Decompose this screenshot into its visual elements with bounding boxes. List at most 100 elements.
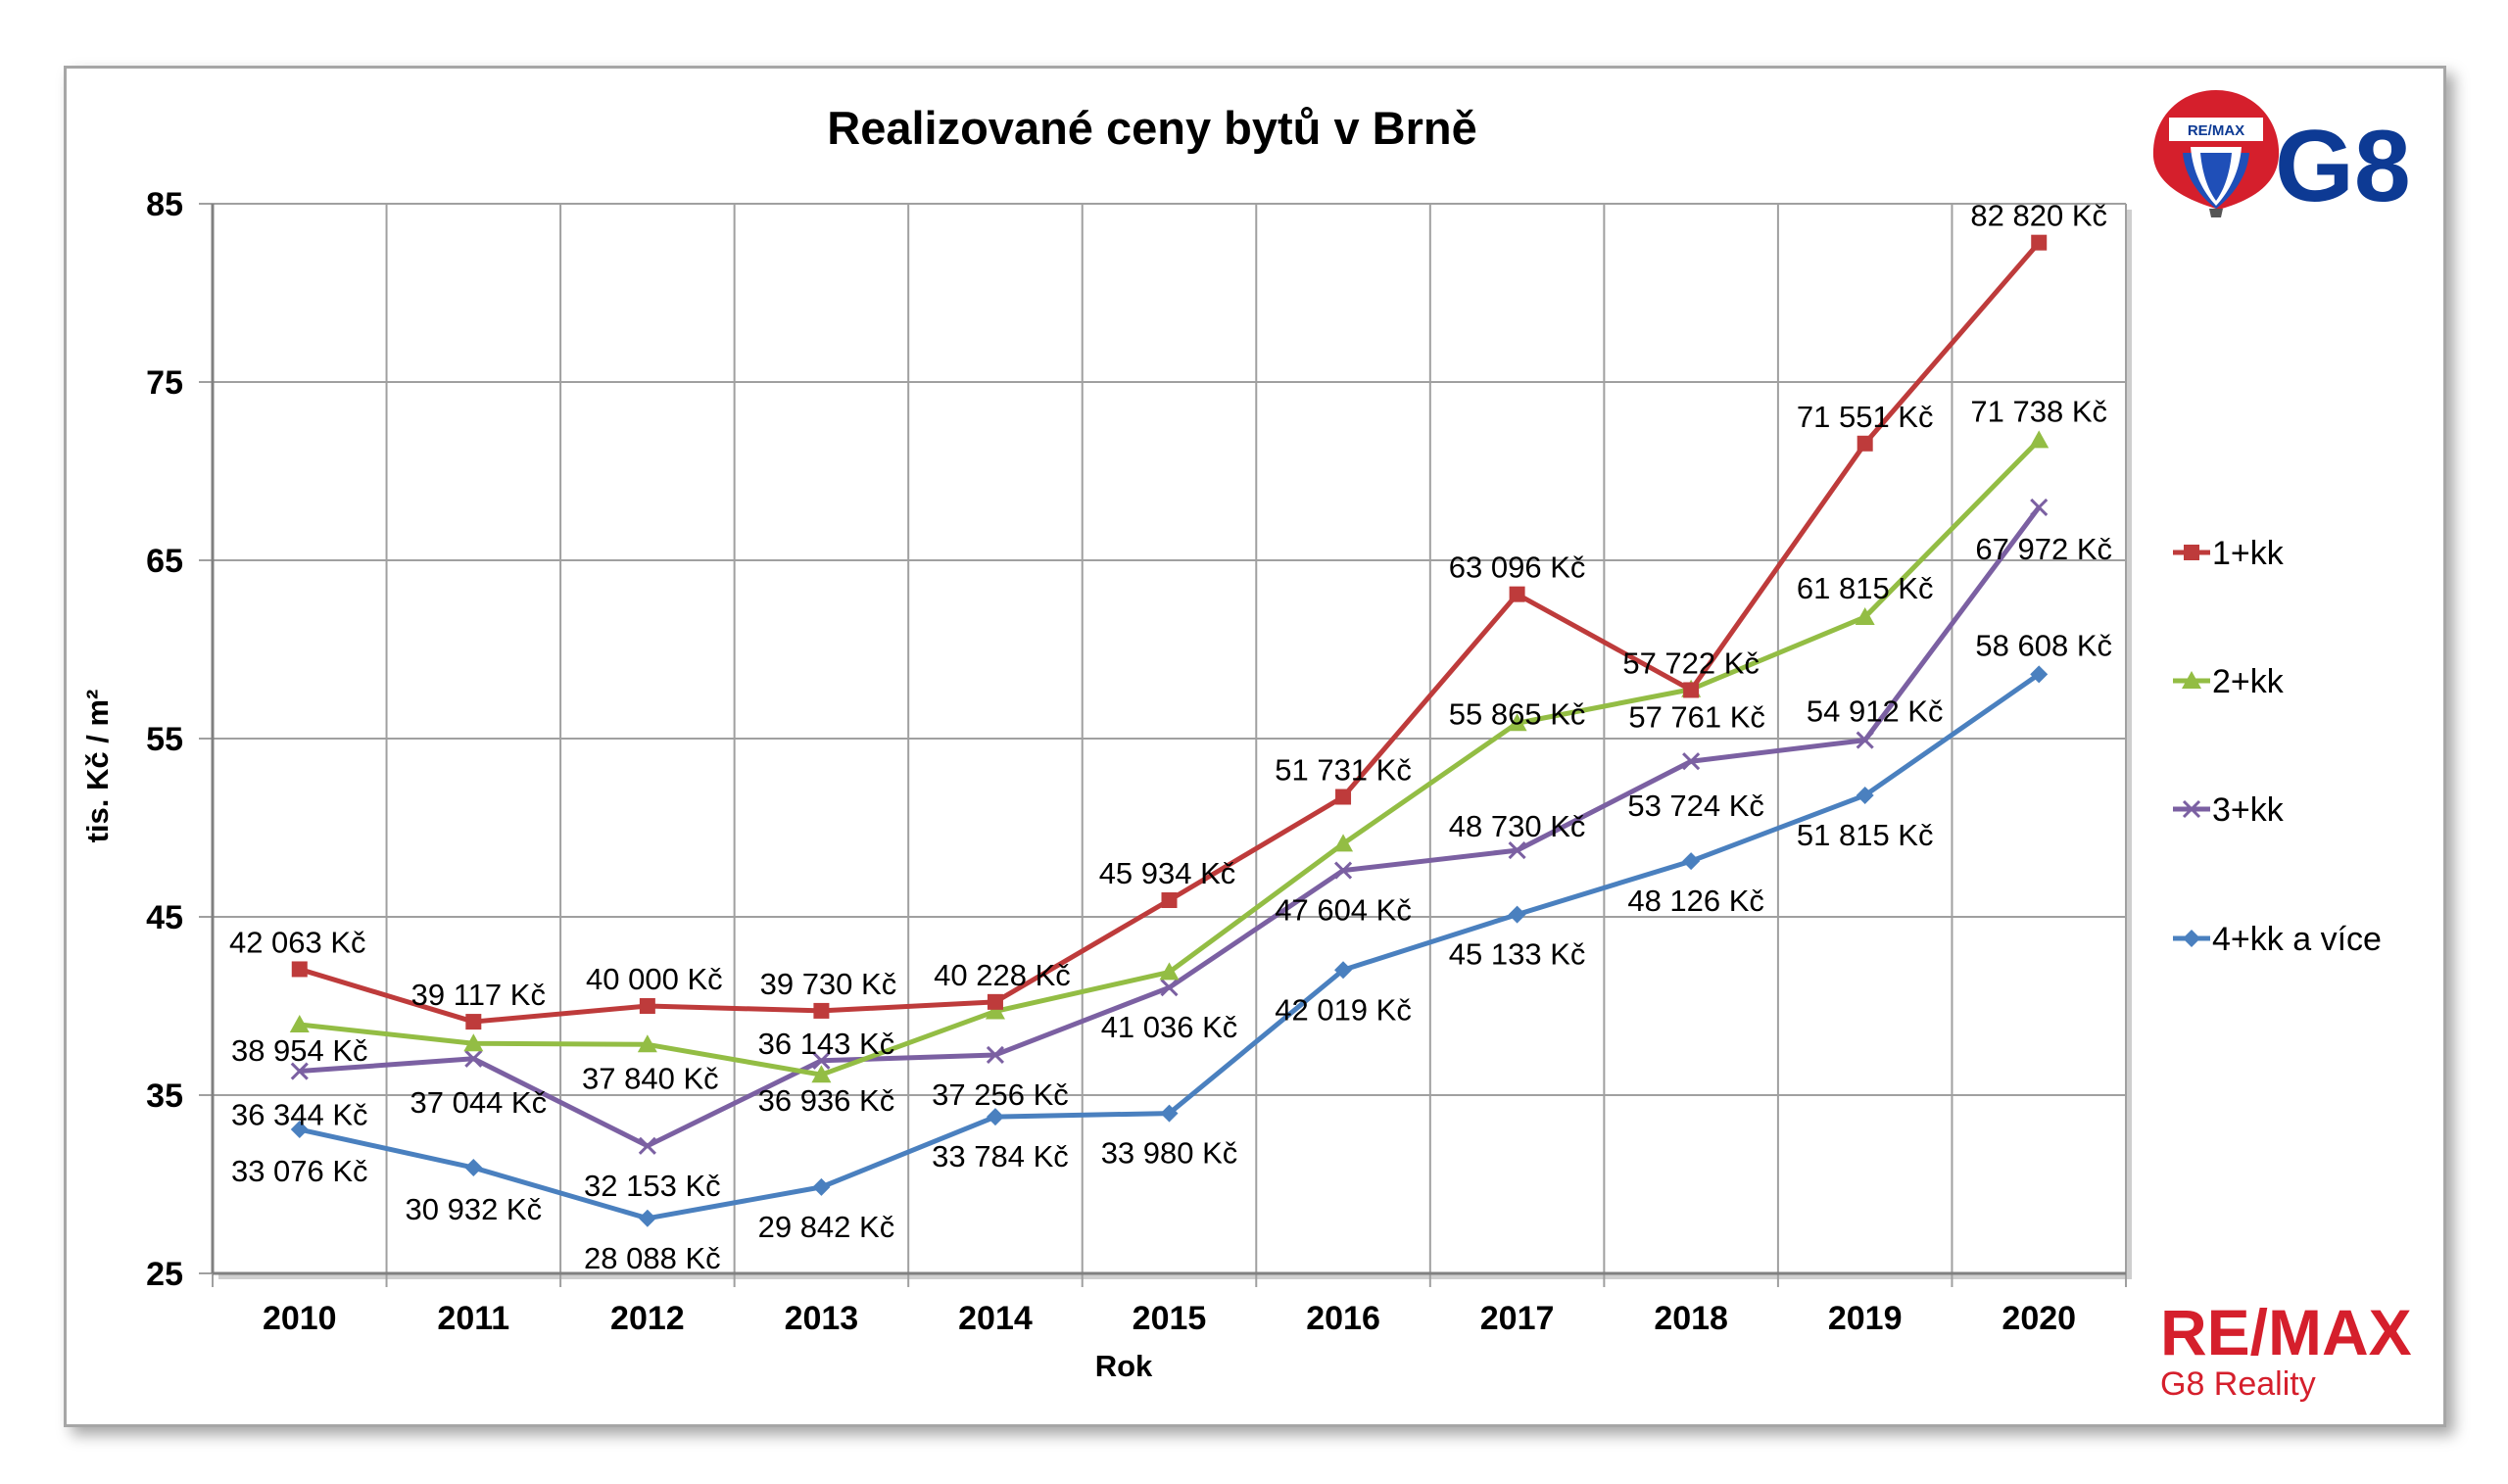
marker-x — [290, 1062, 309, 1080]
marker-x — [1333, 861, 1353, 880]
marker-square — [1161, 892, 1178, 909]
chart-title: Realizované ceny bytů v Brně — [827, 102, 1476, 154]
data-label: 48 126 Kč — [1627, 884, 1764, 918]
data-label: 39 730 Kč — [760, 967, 897, 1001]
marker-diamond — [1856, 786, 1874, 804]
marker-square — [1857, 435, 1873, 452]
marker-x — [464, 1049, 483, 1068]
marker-x — [1508, 841, 1526, 860]
y-tick-label: 85 — [146, 186, 183, 223]
x-tick-label: 2014 — [958, 1300, 1033, 1337]
g8-logo: G8 — [2275, 110, 2411, 223]
data-label: 55 865 Kč — [1449, 696, 1586, 731]
data-label: 82 820 Kč — [1970, 199, 2107, 233]
data-label: 39 117 Kč — [411, 978, 546, 1012]
data-label: 38 954 Kč — [231, 1033, 368, 1068]
x-tick-label: 2016 — [1306, 1300, 1380, 1337]
x-tick-label: 2020 — [2002, 1300, 2076, 1337]
legend-item: 3+kk — [2173, 791, 2285, 829]
marker-triangle — [985, 1001, 1005, 1020]
legend-label: 2+kk — [2212, 663, 2285, 700]
marker-diamond — [986, 1108, 1004, 1126]
marker-diamond — [638, 1209, 656, 1227]
marker-square — [987, 993, 1003, 1010]
marker-square — [1683, 682, 1700, 698]
x-axis-label: Rok — [1095, 1349, 1153, 1383]
marker-triangle — [811, 1065, 832, 1083]
marker-x — [2182, 799, 2201, 819]
marker-square — [813, 1002, 830, 1019]
y-tick-label: 45 — [146, 899, 183, 936]
x-tick-labels: 2010 2011 2012 2013 2014 2015 2016 2017 2018 2019… — [263, 1300, 2076, 1337]
data-label: 45 133 Kč — [1449, 937, 1586, 972]
marker-triangle — [1159, 962, 1180, 981]
data-label: 71 738 Kč — [1970, 394, 2107, 428]
data-label: 53 724 Kč — [1627, 789, 1764, 823]
data-label: 48 730 Kč — [1449, 809, 1586, 843]
y-tick-label: 75 — [146, 364, 183, 402]
y-axis-label: tis. Kč / m² — [80, 690, 115, 843]
marker-diamond — [1508, 905, 1526, 924]
marker-square — [1509, 586, 1525, 602]
series-layer — [289, 234, 2050, 1227]
data-label: 40 228 Kč — [934, 958, 1071, 992]
y-tick-label: 65 — [146, 543, 183, 580]
y-tick-label: 25 — [146, 1256, 183, 1293]
x-tick-label: 2010 — [263, 1300, 337, 1337]
data-label: 33 784 Kč — [932, 1139, 1069, 1173]
data-label: 37 044 Kč — [410, 1085, 548, 1120]
marker-diamond — [464, 1159, 483, 1177]
data-label: 36 143 Kč — [758, 1027, 895, 1061]
marker-x — [1160, 979, 1179, 997]
data-label: 28 088 Kč — [584, 1241, 721, 1275]
data-label: 33 076 Kč — [231, 1154, 368, 1188]
legend: 1+kk 2+kk 3+kk 4+kk a více — [2173, 535, 2382, 958]
marker-diamond — [290, 1121, 309, 1139]
remax-brand: RE/MAX — [2160, 1296, 2412, 1368]
marker-diamond — [1160, 1104, 1179, 1123]
y-tick-label: 35 — [146, 1077, 183, 1115]
legend-item: 4+kk a více — [2173, 921, 2382, 958]
marker-triangle — [289, 1015, 310, 1033]
marker-triangle — [2182, 671, 2201, 689]
data-label: 63 096 Kč — [1449, 551, 1586, 585]
x-tick-label: 2013 — [785, 1300, 859, 1337]
data-label: 51 815 Kč — [1797, 818, 1934, 852]
legend-item: 2+kk — [2173, 663, 2285, 700]
marker-diamond — [2030, 665, 2049, 684]
data-label: 33 980 Kč — [1101, 1136, 1238, 1171]
data-labels: 42 063 Kč 39 117 Kč 40 000 Kč 39 730 Kč 40 2… — [229, 199, 2112, 1275]
data-label: 29 842 Kč — [758, 1210, 895, 1244]
data-label: 41 036 Kč — [1101, 1010, 1238, 1044]
data-label: 57 722 Kč — [1622, 646, 1760, 680]
data-label: 36 936 Kč — [758, 1083, 895, 1118]
data-label: 47 604 Kč — [1275, 893, 1412, 928]
marker-x — [1856, 731, 1874, 749]
marker-triangle — [463, 1033, 484, 1052]
legend-item: 1+kk — [2173, 535, 2285, 572]
marker-triangle — [2029, 430, 2050, 449]
data-label: 61 815 Kč — [1797, 571, 1934, 605]
marker-x — [1682, 752, 1701, 771]
marker-square — [1335, 789, 1352, 805]
marker-square — [2184, 545, 2199, 560]
marker-x — [986, 1045, 1005, 1065]
marker-x — [638, 1136, 656, 1155]
data-label: 54 912 Kč — [1807, 694, 1944, 729]
data-label: 71 551 Kč — [1797, 400, 1934, 434]
data-label: 30 932 Kč — [406, 1192, 543, 1226]
legend-label: 1+kk — [2212, 535, 2285, 572]
marker-square — [291, 961, 308, 978]
data-label: 45 934 Kč — [1099, 856, 1236, 890]
y-tick-label: 55 — [146, 721, 183, 758]
marker-diamond — [2183, 930, 2200, 947]
data-label: 67 972 Kč — [1975, 532, 2112, 566]
marker-triangle — [1333, 834, 1354, 852]
data-label: 57 761 Kč — [1628, 700, 1765, 735]
legend-label: 4+kk a více — [2212, 921, 2382, 958]
data-label: 42 063 Kč — [229, 925, 366, 959]
x-tick-label: 2011 — [437, 1300, 509, 1337]
remax-balloon-logo: RE/MAX — [2152, 90, 2280, 217]
marker-diamond — [1334, 961, 1353, 980]
